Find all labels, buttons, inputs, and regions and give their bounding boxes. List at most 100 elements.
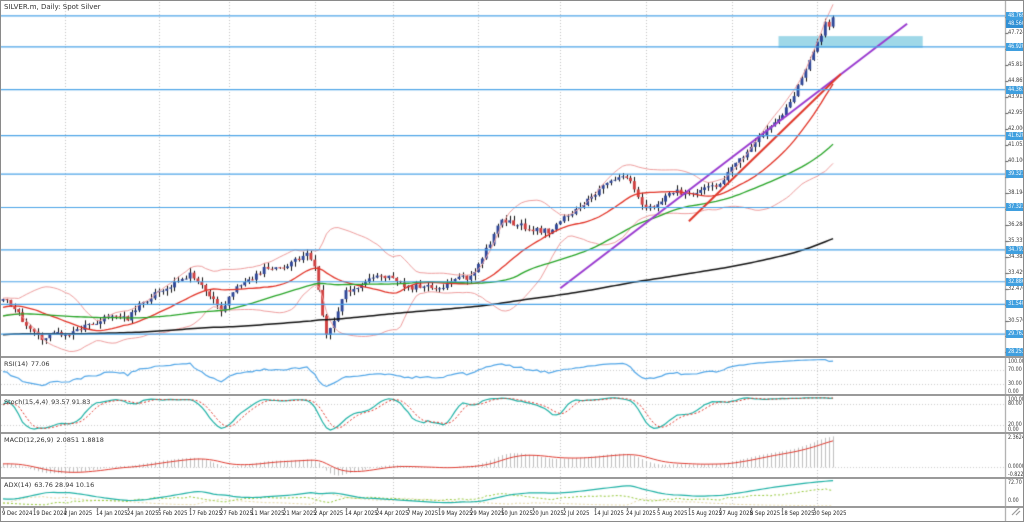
price-level-badge: 34.793: [1006, 245, 1024, 254]
indicator-axis-label: 0.0000: [1008, 463, 1024, 471]
time-axis-label: 8 Sep 2025: [750, 510, 781, 517]
price-level-badge-value: 44.361: [1008, 85, 1024, 93]
price-axis-label: 42.006: [1008, 125, 1024, 133]
time-axis-label: 21 Mar 2025: [282, 510, 317, 517]
time-axis-label: 9 Dec 2024: [2, 510, 33, 517]
time-axis-label: 15 Aug 2025: [687, 510, 722, 517]
time-axis-label: 27 Feb 2025: [220, 510, 254, 517]
adx-indicator-value: 63.76 28.94 10.16: [34, 481, 95, 489]
time-axis-label: 5 Aug 2025: [656, 510, 688, 517]
macd-pane-label: MACD(12,26,9) 2.0851 1.8818: [4, 436, 107, 444]
price-axis-label: 47.724: [1008, 29, 1024, 37]
rsi-indicator-name: RSI(14): [4, 360, 28, 368]
rsi-indicator-value: 77.06: [30, 360, 50, 368]
price-axis-label: 30.570: [1008, 316, 1024, 324]
indicator-axis-label: 2.3624: [1008, 434, 1024, 441]
price-level-badge-value: 41.620: [1008, 131, 1024, 139]
price-axis-label: 36.288: [1008, 220, 1024, 228]
price-level-badge: 41.620: [1006, 131, 1024, 140]
price-level-badge: 44.361: [1006, 85, 1024, 94]
pane-separator[interactable]: [1, 394, 1023, 396]
price-level-badge: 37.323: [1006, 203, 1024, 212]
time-axis-label: 7 May 2025: [407, 510, 439, 517]
price-level-badge: 46.920: [1006, 42, 1024, 51]
price-level-badge-value: 29.762: [1008, 330, 1024, 338]
price-level-badge-value: 32.886: [1008, 277, 1024, 285]
indicator-axis-label: 30.00: [1008, 379, 1022, 387]
price-level-badge-value: 34.793: [1008, 245, 1024, 253]
price-axis-label: 43.912: [1008, 93, 1024, 101]
price-level-badge-value: 48.769: [1008, 11, 1024, 19]
price-level-badge-value: 37.323: [1008, 203, 1024, 211]
time-axis-label: 2 Jan 2025: [64, 510, 93, 517]
stoch-indicator-name: Stoch(15,4,4): [4, 398, 49, 406]
price-axis-label: 33.429: [1008, 268, 1024, 276]
pane-separator[interactable]: [1, 356, 1023, 358]
price-level-badge: 31.540: [1006, 300, 1024, 309]
price-axis-label: 42.959: [1008, 109, 1024, 117]
time-axis-label: 10 Jun 2025: [500, 510, 533, 517]
resize-grip-icon[interactable]: [1011, 501, 1021, 520]
pane-separator[interactable]: [1, 477, 1023, 479]
time-axis-label: 2 Jul 2025: [563, 510, 590, 517]
time-axis-label: 24 Jul 2025: [625, 510, 656, 517]
rsi-pane-label: RSI(14) 77.06: [4, 360, 53, 368]
price-level-badge: 39.321: [1006, 170, 1024, 179]
time-axis-label: 19 May 2025: [438, 510, 473, 517]
stoch-pane-label: Stoch(15,4,4) 93.57 91.83: [4, 398, 93, 406]
time-axis-label: 14 Apr 2025: [344, 510, 378, 517]
indicator-axis-label: 70.00: [1008, 365, 1022, 373]
pane-separator[interactable]: [1, 432, 1023, 434]
time-axis-label: 14 Jul 2025: [594, 510, 625, 517]
price-level-badge: 32.886: [1006, 277, 1024, 286]
price-level-badge: 28.253: [1006, 348, 1024, 356]
price-level-badge: 48.769: [1006, 11, 1024, 20]
time-axis-label: 2 Apr 2025: [313, 510, 344, 517]
price-axis-label: 38.194: [1008, 188, 1024, 196]
indicator-axis-label: 0.00: [1008, 497, 1019, 504]
indicator-axis-label: 20.00: [1008, 421, 1022, 428]
price-axis-label: 34.382: [1008, 252, 1024, 260]
indicator-axis-label: 72.70: [1008, 479, 1022, 486]
current-price-badge: 48.560: [1006, 19, 1024, 28]
price-axis-label: 41.053: [1008, 141, 1024, 149]
price-axis-label: 32.476: [1008, 284, 1024, 292]
symbol-title: SILVER.m, Daily: Spot Silver: [4, 3, 101, 11]
current-price-value: 48.560: [1008, 19, 1024, 27]
time-axis-label: 14 Jan 2025: [95, 510, 128, 517]
price-level-badge-value: 28.253: [1008, 348, 1024, 355]
price-level-badge-value: 39.321: [1008, 170, 1024, 178]
indicator-axis-label: 0.00: [1008, 426, 1019, 433]
time-axis-label: 18 Sep 2025: [781, 510, 815, 517]
macd-indicator-value: 2.0851 1.8818: [56, 436, 104, 444]
price-level-badge-value: 31.540: [1008, 300, 1024, 308]
time-axis-label: 27 Aug 2025: [719, 510, 753, 517]
time-axis-label: 24 Jan 2025: [126, 510, 159, 517]
indicator-axis-label: 100.00: [1008, 358, 1024, 365]
indicator-axis-label: 0.00: [1008, 388, 1019, 395]
price-axis-label: 44.865: [1008, 77, 1024, 85]
time-axis-label: 5 Feb 2025: [157, 510, 188, 517]
time-axis-label: 30 Sep 2025: [812, 510, 847, 517]
pane-separator[interactable]: [1, 506, 1023, 508]
adx-pane-label: ADX(14) 63.76 28.94 10.16: [4, 481, 97, 489]
price-axis-label: 45.818: [1008, 61, 1024, 69]
time-axis-label: 17 Feb 2025: [189, 510, 222, 517]
indicator-axis-label: 100.00: [1008, 396, 1024, 403]
stoch-indicator-value: 93.57 91.83: [51, 398, 91, 406]
time-axis-label: 11 Mar 2025: [251, 510, 285, 517]
price-axis-label: 35.335: [1008, 236, 1024, 244]
time-axis-label: 24 Apr 2025: [376, 510, 409, 517]
price-level-badge-value: 46.920: [1008, 42, 1024, 50]
time-axis-label: 29 May 2025: [469, 510, 505, 517]
adx-indicator-name: ADX(14): [4, 481, 32, 489]
macd-indicator-name: MACD(12,26,9): [4, 436, 54, 444]
price-axis-label: 40.100: [1008, 157, 1024, 164]
indicator-axis-label: -0.8229: [1008, 471, 1024, 478]
time-axis-label: 20 Jun 2025: [531, 510, 564, 517]
price-level-badge: 29.762: [1006, 330, 1024, 339]
indicator-axis-label: 80.00: [1008, 400, 1022, 407]
time-axis-label: 19 Dec 2024: [33, 510, 67, 517]
